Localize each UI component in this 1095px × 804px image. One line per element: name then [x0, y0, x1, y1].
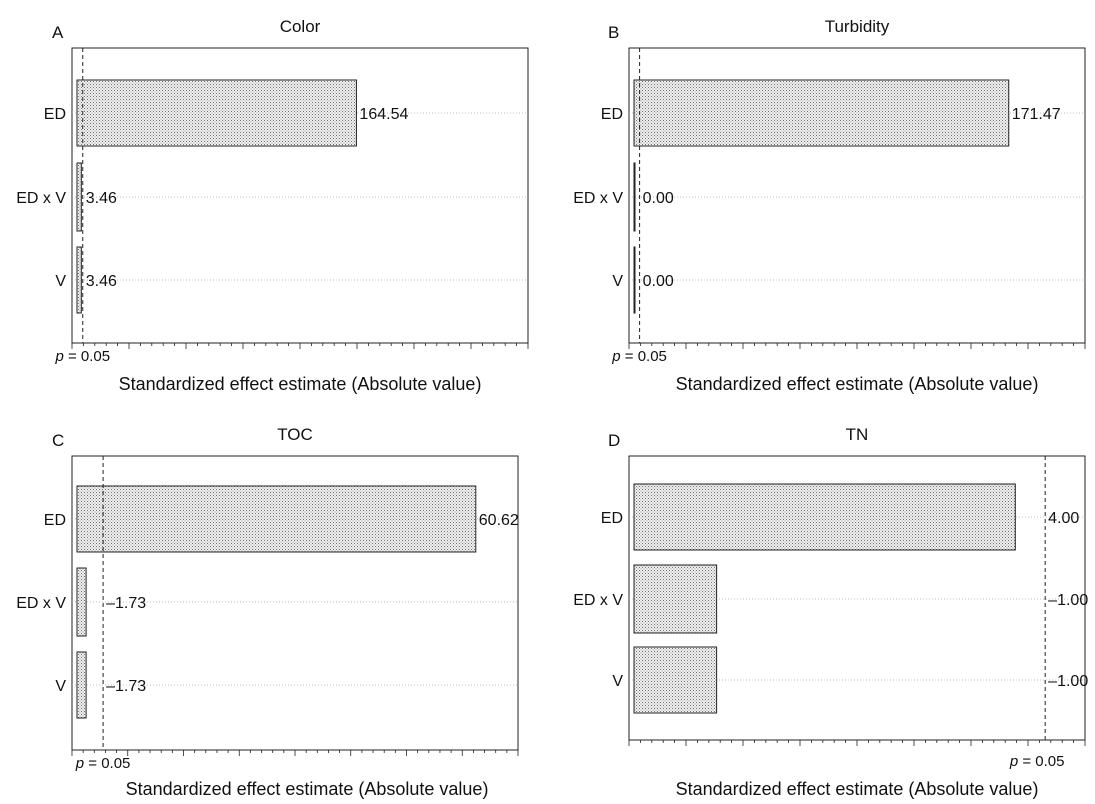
- value-label: –1.00: [1048, 673, 1088, 690]
- value-label: 0.00: [643, 190, 674, 207]
- category-label: V: [612, 673, 623, 690]
- value-label: 4.00: [1048, 510, 1079, 527]
- panel-label: D: [608, 431, 620, 450]
- bar: [633, 483, 1016, 551]
- value-label: 171.47: [1012, 106, 1061, 123]
- threshold-label: p = 0.05: [611, 348, 667, 365]
- chart-panel-d: D TN ED 4.00 ED x V –1.00 V –1.00 p = 0.05 Standa…: [573, 425, 1088, 799]
- category-label: ED: [601, 106, 623, 123]
- x-axis-label: Standardized effect estimate (Absolute v…: [119, 374, 482, 394]
- value-label: –1.73: [106, 595, 146, 612]
- bar: [76, 485, 477, 553]
- category-label: V: [55, 678, 66, 695]
- panel-label: B: [608, 23, 619, 42]
- category-label: ED x V: [16, 190, 66, 207]
- chart-title: TOC: [277, 425, 313, 444]
- category-label: ED: [601, 510, 623, 527]
- panel-label: C: [52, 431, 64, 450]
- category-label: ED: [44, 106, 66, 123]
- category-label: ED: [44, 512, 66, 529]
- value-label: 3.46: [86, 273, 117, 290]
- x-axis-label: Standardized effect estimate (Absolute v…: [676, 374, 1039, 394]
- value-label: 164.54: [359, 106, 408, 123]
- chart-title: TN: [846, 425, 869, 444]
- category-label: ED x V: [16, 595, 66, 612]
- chart-title: Turbidity: [825, 17, 890, 36]
- threshold-label: p = 0.05: [54, 348, 110, 365]
- chart-panel-b: B Turbidity ED 171.47 ED x V 0.00 V 0.00 p = 0.0…: [573, 17, 1086, 394]
- value-label: 60.62: [479, 512, 519, 529]
- chart-panel-c: C TOC ED 60.62 ED x V –1.73 V –1.73 p = 0.05 Stan…: [16, 425, 519, 799]
- value-label: –1.00: [1048, 592, 1088, 609]
- bar: [633, 246, 636, 314]
- value-label: 0.00: [643, 273, 674, 290]
- threshold-label: p = 0.05: [1009, 753, 1065, 770]
- bar: [633, 79, 1010, 147]
- bar: [76, 651, 87, 719]
- chart-title: Color: [280, 17, 321, 36]
- bar: [76, 162, 82, 232]
- bar: [633, 646, 718, 714]
- value-label: 3.46: [86, 190, 117, 207]
- category-label: ED x V: [573, 592, 623, 609]
- panel-label: A: [52, 23, 64, 42]
- category-label: V: [612, 273, 623, 290]
- chart-panel-a: A Color ED 164.54 ED x V 3.46 V 3.46 p = 0.05 Sta…: [16, 17, 529, 394]
- category-label: V: [55, 273, 66, 290]
- bar: [76, 567, 87, 637]
- bar: [76, 79, 357, 147]
- x-axis-label: Standardized effect estimate (Absolute v…: [126, 779, 489, 799]
- category-label: ED x V: [573, 190, 623, 207]
- value-label: –1.73: [106, 678, 146, 695]
- x-axis-label: Standardized effect estimate (Absolute v…: [676, 779, 1039, 799]
- bar: [633, 162, 636, 232]
- bar: [76, 246, 82, 314]
- threshold-label: p = 0.05: [75, 755, 131, 772]
- bar: [633, 564, 718, 634]
